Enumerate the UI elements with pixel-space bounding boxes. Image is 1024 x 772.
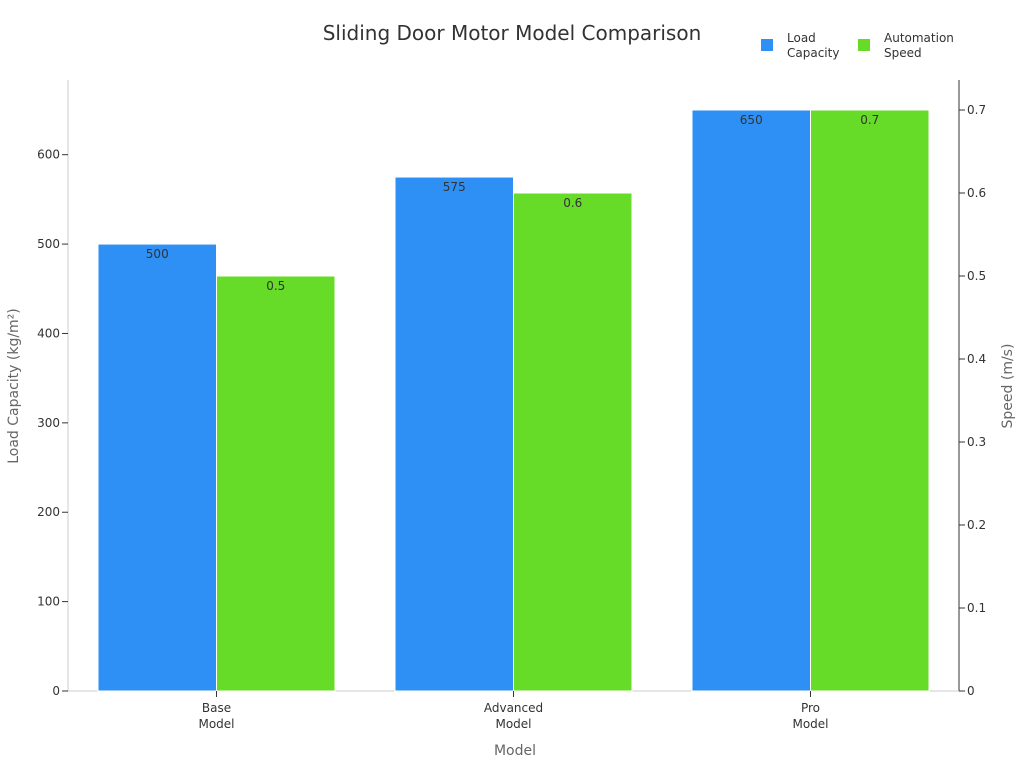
y-right-tick-label: 0.4 xyxy=(967,352,986,366)
data-label-series0-cat2: 650 xyxy=(740,113,763,127)
y-right-tick-label: 0.6 xyxy=(967,186,986,200)
y-axis-right-title: Speed (m/s) xyxy=(1000,344,1016,429)
x-tick-label-2: Pro Model xyxy=(792,701,828,731)
bar-series1-cat0 xyxy=(216,275,336,692)
x-tick-label-1: Advanced Model xyxy=(484,701,543,731)
bar-series0-cat0 xyxy=(97,243,217,692)
y-left-tick-label: 600 xyxy=(37,148,60,162)
y-left-tick-label: 100 xyxy=(37,595,60,609)
chart-title: Sliding Door Motor Model Comparison xyxy=(323,21,702,45)
y-right-tick-label: 0.1 xyxy=(967,601,986,615)
bar-series1-cat1 xyxy=(513,192,633,692)
y-left-tick-label: 400 xyxy=(37,326,60,340)
data-label-series0-cat0: 500 xyxy=(146,247,169,261)
y-left-tick-label: 0 xyxy=(52,684,60,698)
bar-series0-cat1 xyxy=(394,176,514,692)
y-right-tick-label: 0 xyxy=(967,684,975,698)
x-tick-label-0: Base Model xyxy=(198,701,234,731)
y-axis-left-title: Load Capacity (kg/m²) xyxy=(6,308,22,464)
legend-swatch-0 xyxy=(761,39,773,51)
data-label-series0-cat1: 575 xyxy=(443,180,466,194)
legend-label-1: Automation Speed xyxy=(884,31,954,60)
x-axis-title: Model xyxy=(494,743,536,759)
data-label-series1-cat2: 0.7 xyxy=(860,113,879,127)
bar-series0-cat2 xyxy=(691,109,811,692)
y-right-tick-label: 0.3 xyxy=(967,435,986,449)
data-label-series1-cat0: 0.5 xyxy=(266,279,285,293)
y-right-tick-label: 0.2 xyxy=(967,518,986,532)
legend-swatch-1 xyxy=(858,39,870,51)
y-left-tick-label: 200 xyxy=(37,505,60,519)
legend-label-0: Load Capacity xyxy=(787,31,839,60)
y-right-tick-label: 0.5 xyxy=(967,269,986,283)
data-label-series1-cat1: 0.6 xyxy=(563,196,582,210)
bar-series1-cat2 xyxy=(810,109,930,692)
y-right-tick-label: 0.7 xyxy=(967,103,986,117)
y-left-tick-label: 500 xyxy=(37,237,60,251)
y-left-tick-label: 300 xyxy=(37,416,60,430)
